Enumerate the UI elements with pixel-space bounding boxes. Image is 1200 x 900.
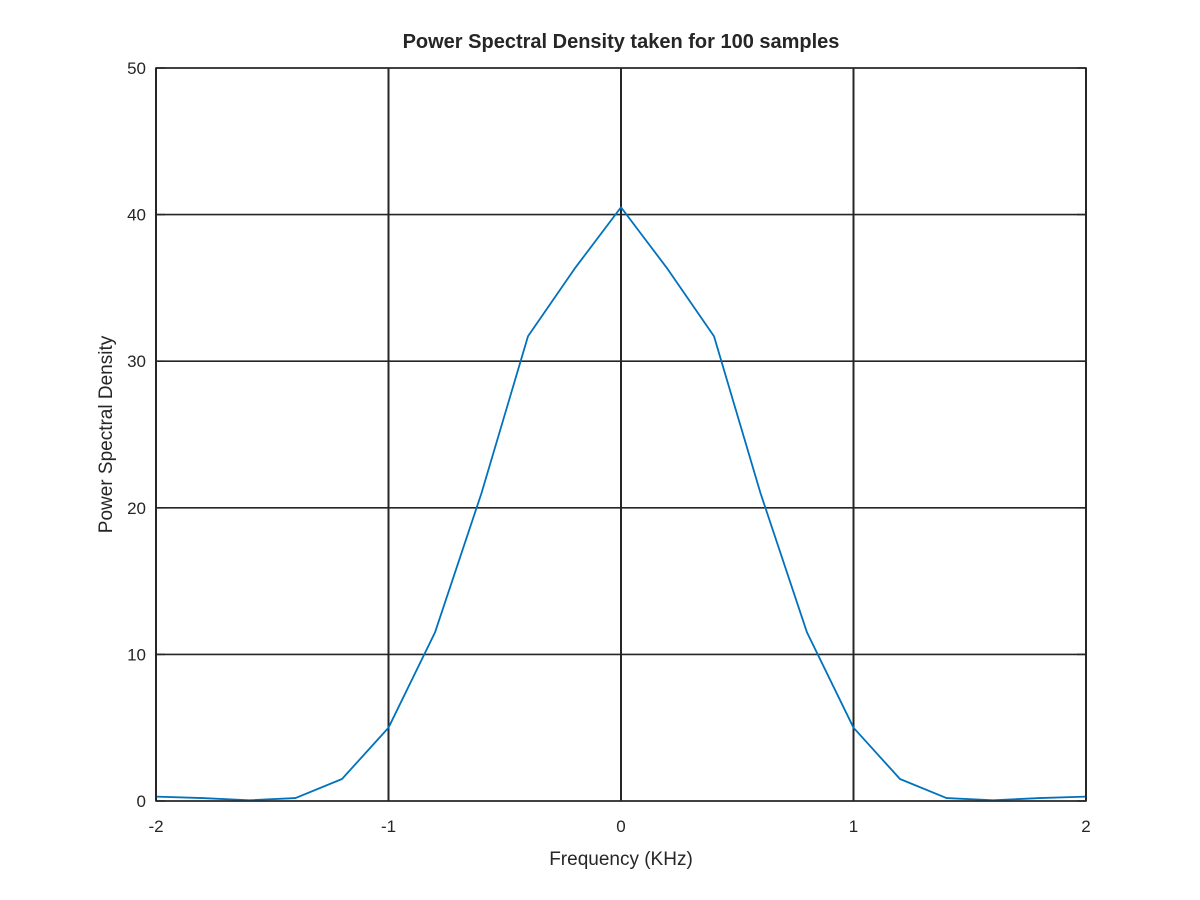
chart-title: Power Spectral Density taken for 100 sam… (403, 31, 840, 53)
y-tick-label: 30 (127, 352, 146, 371)
y-tick-label: 0 (137, 792, 146, 811)
tick-marks (155, 67, 1087, 802)
x-tick-label: -1 (381, 817, 396, 836)
y-tick-label: 40 (127, 206, 146, 225)
x-tick-label: 2 (1081, 817, 1090, 836)
series-line (155, 206, 1087, 802)
y-tick-label: 20 (127, 499, 146, 518)
x-tick-label: 0 (616, 817, 625, 836)
y-tick-label: 10 (127, 645, 146, 664)
x-axis-label: Frequency (KHz) (549, 849, 693, 870)
series-layer (155, 206, 1087, 802)
y-axis-label: Power Spectral Density (96, 335, 117, 533)
x-tick-label: -2 (148, 817, 163, 836)
y-tick-label: 50 (127, 59, 146, 78)
x-tick-label: 1 (849, 817, 858, 836)
